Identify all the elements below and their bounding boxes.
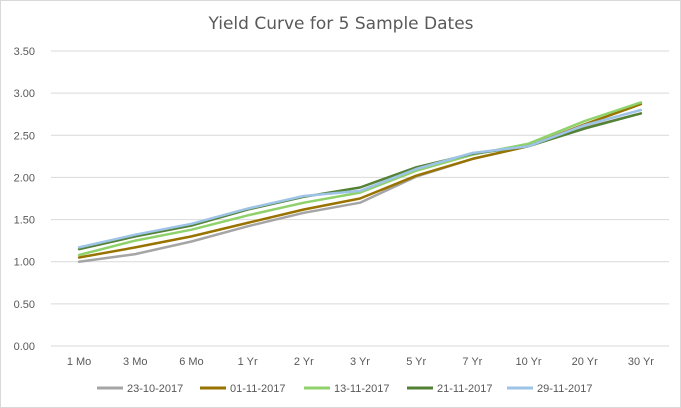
legend-label: 01-11-2017 bbox=[230, 383, 285, 395]
y-tick-label: 3.00 bbox=[14, 88, 35, 100]
legend: 23-10-2017 01-11-2017 13-11-2017 21-11-2017… bbox=[97, 383, 592, 395]
y-tick-label: 1.50 bbox=[14, 215, 35, 227]
chart-title: Yield Curve for 5 Sample Dates bbox=[207, 14, 473, 34]
x-tick-label: 7 Yr bbox=[462, 356, 482, 368]
y-tick-label: 2.00 bbox=[14, 172, 35, 184]
legend-label: 29-11-2017 bbox=[537, 383, 592, 395]
x-tick-label: 30 Yr bbox=[628, 356, 654, 368]
x-tick-label: 3 Yr bbox=[350, 356, 370, 368]
x-tick-label: 2 Yr bbox=[294, 356, 314, 368]
y-tick-label: 0.50 bbox=[14, 299, 35, 311]
legend-label: 21-11-2017 bbox=[437, 383, 492, 395]
x-tick-label: 1 Mo bbox=[67, 356, 91, 368]
y-tick-label: 0.00 bbox=[14, 341, 35, 353]
x-tick-label: 5 Yr bbox=[406, 356, 426, 368]
series-lines bbox=[77, 101, 643, 263]
y-axis-ticks: 0.00 0.50 1.00 1.50 2.00 2.50 3.00 3.50 bbox=[14, 46, 35, 353]
legend-label: 23-10-2017 bbox=[127, 383, 183, 395]
x-tick-label: 3 Mo bbox=[123, 356, 147, 368]
gridlines bbox=[51, 50, 669, 347]
x-tick-label: 10 Yr bbox=[515, 356, 541, 368]
x-tick-label: 1 Yr bbox=[238, 356, 258, 368]
y-tick-label: 1.00 bbox=[14, 257, 35, 269]
series-line-2 bbox=[77, 101, 643, 257]
x-tick-label: 20 Yr bbox=[572, 356, 598, 368]
series-line-4 bbox=[77, 108, 643, 249]
y-tick-label: 2.50 bbox=[14, 130, 35, 142]
x-tick-label: 6 Mo bbox=[179, 356, 203, 368]
x-axis-ticks: 1 Mo 3 Mo 6 Mo 1 Yr 2 Yr 3 Yr 5 Yr 7 Yr 10 Yr 20 … bbox=[67, 356, 654, 368]
y-tick-label: 3.50 bbox=[14, 46, 35, 58]
legend-label: 13-11-2017 bbox=[334, 383, 389, 395]
